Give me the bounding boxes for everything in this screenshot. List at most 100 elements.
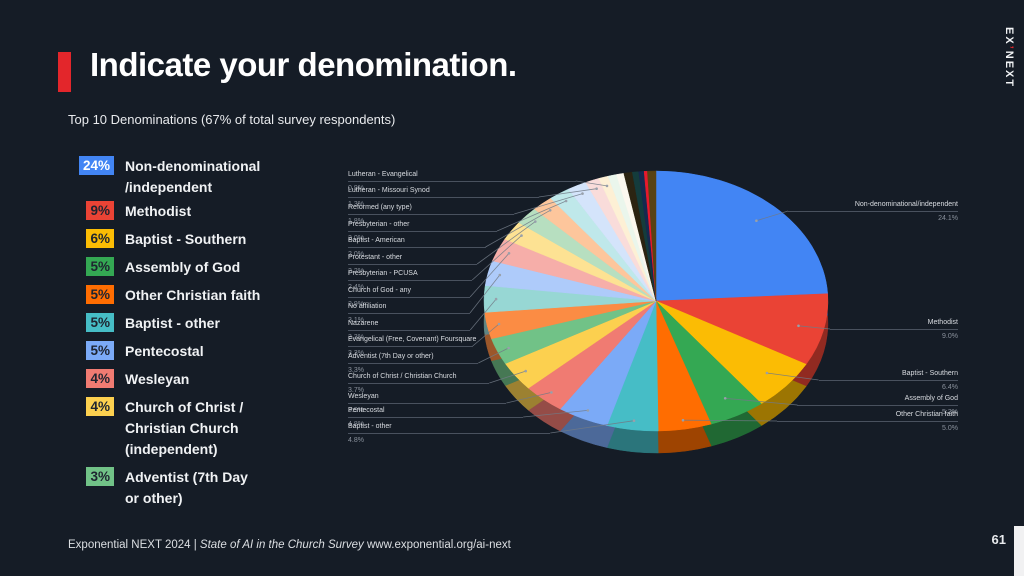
percentage-badge: 24% (78, 156, 114, 175)
logo-ex: EX (1003, 27, 1015, 46)
percentage-badge: 4% (86, 397, 114, 416)
percentage-badge: 6% (86, 229, 114, 248)
legend-badge-cell: 5% (68, 257, 114, 278)
slice-label: Pentecostal (348, 406, 524, 418)
percentage-badge: 4% (86, 369, 114, 388)
page-title: Indicate your denomination. (90, 46, 517, 83)
legend-item: 5% Pentecostal (68, 341, 348, 362)
legend-label: Baptist - other (125, 315, 220, 331)
slice-callout: Lutheran - Missouri Synod 1.3% (348, 186, 539, 209)
slice-callout: Baptist - other 4.8% (348, 422, 551, 445)
slice-value: 1.8% (348, 218, 364, 225)
slice-label: Nazarene (348, 319, 471, 331)
slice-label: Evangelical (Free, Covenant) Foursquare (348, 335, 476, 347)
footer-prefix: Exponential NEXT 2024 | (68, 539, 200, 551)
slice-label: Baptist - Southern (818, 369, 958, 381)
slice-callout: Church of God - any 2.9% (348, 286, 471, 309)
legend-label: Pentecostal (125, 343, 204, 359)
legend-badge-cell: 5% (68, 313, 114, 334)
slice-value: 3.3% (348, 334, 364, 341)
percentage-badge: 5% (86, 285, 114, 304)
slice-value: 5.0% (942, 425, 958, 432)
slice-value: 9.0% (942, 333, 958, 340)
slice-callout: Nazarene 3.3% (348, 319, 471, 342)
footer: Exponential NEXT 2024 | State of AI in t… (68, 539, 511, 551)
legend-item: 5% Other Christian faith (68, 285, 348, 306)
legend-badge-cell: 3% (68, 467, 114, 509)
legend-badge-cell: 5% (68, 341, 114, 362)
slice-value: 4.8% (348, 437, 364, 444)
slice-callout: Other Christian faith 5.0% (777, 410, 958, 433)
slice-callout: Wesleyan 3.9% (348, 392, 507, 415)
legend-label: Non-denominational /independent (125, 158, 261, 195)
percentage-badge: 9% (86, 201, 114, 220)
percentage-badge: 5% (86, 313, 114, 332)
slice-callout: Presbyterian - other 2.0% (348, 220, 498, 243)
chart-subtitle: Top 10 Denominations (67% of total surve… (68, 112, 396, 127)
slice-value: 3.3% (348, 350, 364, 357)
slice-callout: Protestant - other 2.2% (348, 253, 478, 276)
slice-callout: Church of Christ / Christian Church 3.7% (348, 372, 490, 395)
slice-label: No affiliation (348, 302, 470, 314)
ex-next-logo: EX’NEXT (1003, 27, 1015, 88)
slice-label: Adventist (7th Day or other) (348, 352, 479, 364)
legend-item: 24% Non-denominational /independent (68, 156, 348, 198)
legend-item: 6% Baptist - Southern (68, 229, 348, 250)
percentage-badge: 3% (86, 467, 114, 486)
footer-survey-name: State of AI in the Church Survey (199, 539, 364, 551)
slice-label: Church of Christ / Christian Church (348, 372, 490, 384)
legend-badge-cell: 24% (68, 156, 114, 198)
legend-label: Adventist (7th Day or other) (125, 469, 248, 506)
slice-value: 24.1% (938, 215, 958, 222)
slice-label: Protestant - other (348, 253, 478, 265)
slice-value: 3.1% (348, 317, 364, 324)
slice-callout: No affiliation 3.1% (348, 302, 470, 325)
slice-callout: Adventist (7th Day or other) 3.3% (348, 352, 479, 375)
slice-callout: Assembly of God 5.3% (797, 394, 958, 417)
legend-badge-cell: 4% (68, 397, 114, 460)
slice-callout: Baptist - Southern 6.4% (818, 369, 958, 392)
slice-label: Baptist - American (348, 236, 486, 248)
slice-label: Lutheran - Evangelical (348, 170, 576, 182)
slice-callout: Presbyterian - PCUSA 2.4% (348, 269, 473, 292)
slice-label: Presbyterian - PCUSA (348, 269, 473, 281)
slice-label: Presbyterian - other (348, 220, 498, 232)
slice-value: 6.4% (942, 384, 958, 391)
slice-label: Wesleyan (348, 392, 507, 404)
pie-chart: Lutheran - Evangelical 0.9% Lutheran - Mis… (340, 155, 1024, 467)
slice-value: 4.8% (348, 421, 364, 428)
slice-value: 2.0% (348, 251, 364, 258)
corner-white-bar (1014, 526, 1024, 576)
slice-value: 5.3% (942, 409, 958, 416)
legend-item: 5% Baptist - other (68, 313, 348, 334)
title-accent-bar (58, 52, 71, 92)
page-number: 61 (991, 532, 1006, 547)
legend-label: Methodist (125, 203, 192, 219)
slice-label: Church of God - any (348, 286, 471, 298)
slice-label: Lutheran - Missouri Synod (348, 186, 539, 198)
percentage-badge: 5% (86, 257, 114, 276)
slice-value: 2.9% (348, 301, 364, 308)
slice-value: 2.4% (348, 284, 364, 291)
slice-label: Non-denominational/independent (788, 200, 958, 212)
slice-label: Reformed (any type) (348, 203, 515, 215)
legend-label: Assembly of God (125, 259, 241, 275)
slice-value: 0.9% (348, 185, 364, 192)
slice-value: 2.2% (348, 268, 364, 275)
pie-chart-canvas (469, 170, 831, 454)
legend-label: Baptist - Southern (125, 231, 247, 247)
legend-item: 3% Adventist (7th Day or other) (68, 467, 348, 509)
legend-badge-cell: 9% (68, 201, 114, 222)
slice-value: 1.3% (348, 201, 364, 208)
slice-label: Assembly of God (797, 394, 958, 406)
logo-next: NEXT (1003, 50, 1015, 89)
slice-value: 3.9% (348, 407, 364, 414)
legend-label: Church of Christ / Christian Church (ind… (125, 399, 244, 457)
slice-callout: Baptist - American 2.0% (348, 236, 486, 259)
slice-callout: Methodist 9.0% (830, 318, 958, 341)
legend-label: Wesleyan (125, 371, 190, 387)
percentage-badge: 5% (86, 341, 114, 360)
slice-callout: Lutheran - Evangelical 0.9% (348, 170, 576, 193)
legend-label: Other Christian faith (125, 287, 261, 303)
slice-label: Other Christian faith (777, 410, 958, 422)
